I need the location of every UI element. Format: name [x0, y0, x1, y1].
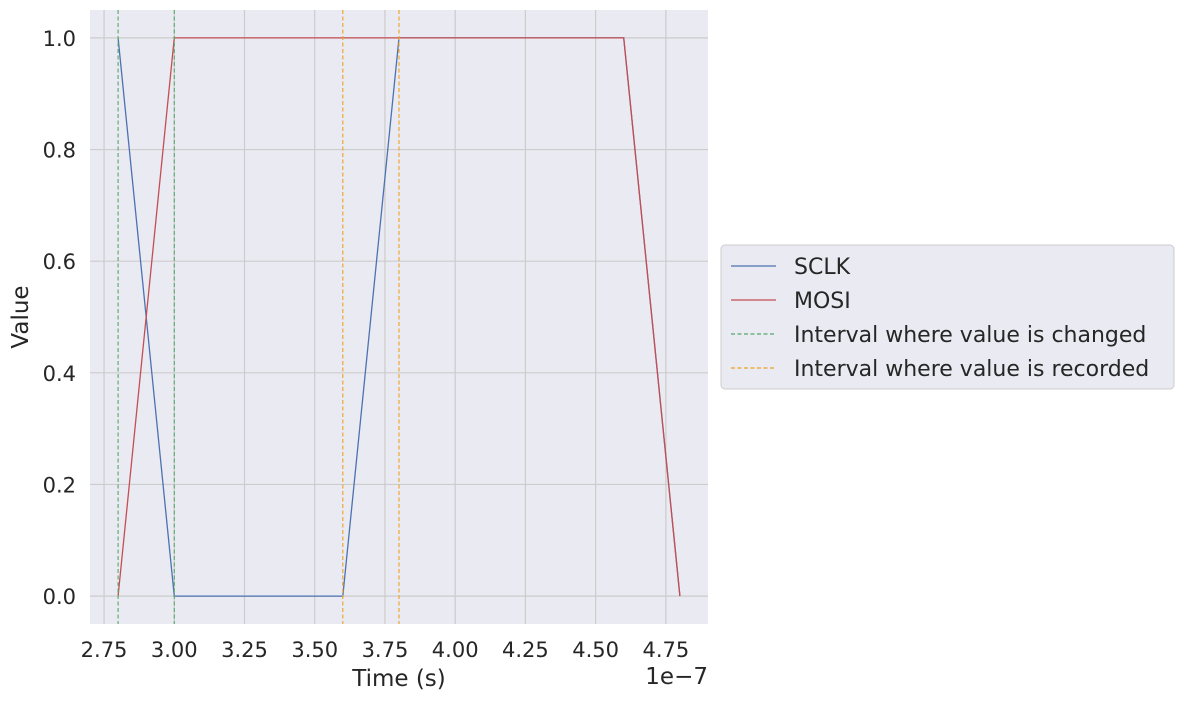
y-tick-label: 1.0 [43, 27, 76, 51]
legend-label: Interval where value is recorded [794, 357, 1149, 382]
legend-label: MOSI [794, 289, 851, 314]
tick-labels: 2.75 3.00 3.25 3.50 3.75 4.00 4.25 4.50 4.75 0.0 0… [43, 27, 690, 662]
interval-lines [117, 10, 400, 624]
x-tick-label: 3.00 [151, 638, 198, 662]
x-tick-label: 3.25 [221, 638, 268, 662]
y-axis-label: Value [8, 285, 34, 348]
y-tick-label: 0.6 [43, 250, 76, 274]
x-tick-label: 4.50 [572, 638, 619, 662]
legend-box [720, 244, 1175, 390]
y-tick-label: 0.4 [43, 362, 76, 386]
legend: SCLK MOSI Interval where value is changed I… [720, 244, 1175, 390]
x-tick-label: 4.00 [432, 638, 479, 662]
x-tick-label: 3.50 [291, 638, 338, 662]
x-tick-label: 3.75 [362, 638, 409, 662]
y-tick-label: 0.2 [43, 473, 76, 497]
x-tick-label: 2.75 [81, 638, 128, 662]
x-axis-offset-label: 1e−7 [645, 664, 708, 690]
x-tick-label: 4.75 [642, 638, 689, 662]
y-tick-label: 0.0 [43, 585, 76, 609]
y-tick-label: 0.8 [43, 139, 76, 163]
x-axis-label: Time (s) [351, 666, 446, 692]
legend-label: SCLK [794, 255, 851, 280]
legend-label: Interval where value is changed [794, 323, 1146, 348]
x-tick-label: 4.25 [502, 638, 549, 662]
